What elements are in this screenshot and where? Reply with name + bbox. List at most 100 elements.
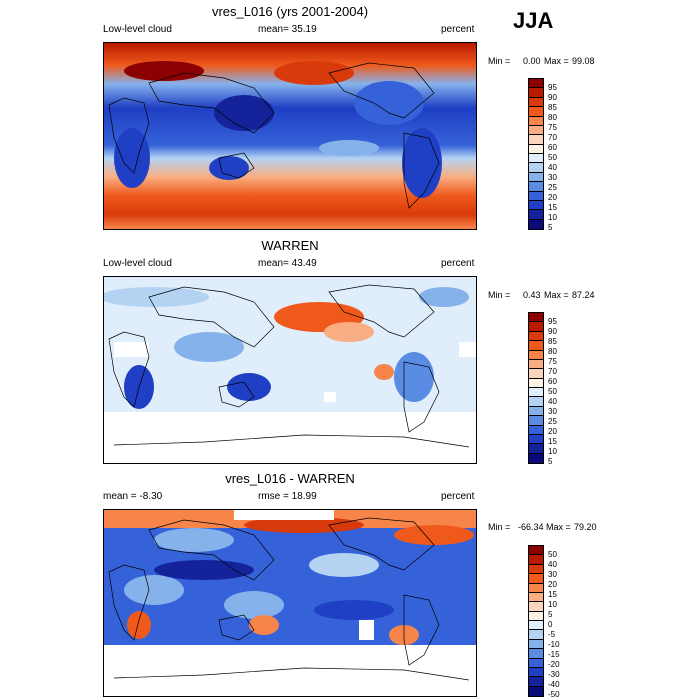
colorbar-swatch: [529, 163, 543, 173]
colorbar-tick-label: 85: [548, 337, 557, 346]
colorbar-tick-label: 85: [548, 103, 557, 112]
colorbar-tick-label: 15: [548, 590, 557, 599]
panel-1-max-label: Max =: [544, 56, 569, 66]
colorbar-tick-label: 30: [548, 407, 557, 416]
colorbar-tick-label: 95: [548, 317, 557, 326]
colorbar-swatch: [529, 331, 543, 342]
colorbar-tick-label: 70: [548, 133, 557, 142]
panel-3-field-blobs: [104, 510, 476, 645]
colorbar-tick-label: 80: [548, 347, 557, 356]
colorbar-swatch: [529, 406, 543, 417]
colorbar-tick-label: 90: [548, 327, 557, 336]
colorbar-swatch: [529, 388, 543, 398]
colorbar-swatch: [529, 350, 543, 360]
colorbar-swatch: [529, 574, 543, 584]
colorbar-tick-label: 40: [548, 397, 557, 406]
colorbar-swatch: [529, 621, 543, 631]
panel-2-center-label: mean= 43.49: [258, 258, 317, 269]
panel-1-coastlines: [108, 62, 440, 209]
colorbar-swatch: [529, 219, 543, 229]
colorbar-tick-label: 70: [548, 367, 557, 376]
colorbar-tick-label: 15: [548, 437, 557, 446]
colorbar-tick-label: 80: [548, 113, 557, 122]
panel-3-left-label: mean = -8.30: [103, 491, 163, 502]
colorbar-tick-label: 30: [548, 570, 557, 579]
colorbar-tick-label: 25: [548, 417, 557, 426]
panel-3-center-label: rmse = 18.99: [258, 491, 317, 502]
colorbar-tick-label: 5: [548, 223, 553, 232]
colorbar-tick-label: -30: [548, 670, 560, 679]
colorbar-swatch: [529, 116, 543, 126]
colorbar-swatch: [529, 444, 543, 454]
colorbar-tick-label: 20: [548, 193, 557, 202]
colorbar-tick-label: 10: [548, 213, 557, 222]
colorbar-tick-label: 75: [548, 123, 557, 132]
colorbar-swatch: [529, 546, 543, 556]
panel-1-colorbar-labels: 95 90 85 80 75 70 60 50 40 30 25 20 15 10 5: [548, 83, 557, 233]
panel-3-min-label: Min =: [488, 522, 511, 532]
colorbar-tick-label: 60: [548, 377, 557, 386]
panel-3-max-label: Max =: [546, 522, 571, 532]
colorbar-swatch: [529, 200, 543, 211]
panel-1-min-label: Min =: [488, 56, 511, 66]
colorbar-swatch: [529, 313, 543, 323]
colorbar-swatch: [529, 322, 543, 332]
panel-3-map: [103, 509, 477, 697]
colorbar-tick-label: 50: [548, 387, 557, 396]
colorbar-tick-label: 5: [548, 610, 553, 619]
panel-2-left-label: Low-level cloud: [103, 258, 172, 269]
colorbar-swatch: [529, 453, 543, 463]
colorbar-swatch: [529, 369, 543, 379]
colorbar-swatch: [529, 677, 543, 687]
colorbar-swatch: [529, 611, 543, 621]
colorbar-swatch: [529, 630, 543, 640]
colorbar-swatch: [529, 154, 543, 164]
colorbar-tick-label: 25: [548, 183, 557, 192]
colorbar-tick-label: 5: [548, 457, 553, 466]
colorbar-tick-label: -20: [548, 660, 560, 669]
colorbar-tick-label: 20: [548, 427, 557, 436]
colorbar-tick-label: 50: [548, 550, 557, 559]
panel-1-right-label: percent: [441, 24, 475, 35]
colorbar-tick-label: -15: [548, 650, 560, 659]
panel-2-min-label: Min =: [488, 290, 511, 300]
colorbar-swatch: [529, 144, 543, 154]
panel-3-min-value: -66.34: [518, 522, 544, 532]
panel-2-field-blobs: [104, 287, 476, 409]
colorbar-tick-label: 50: [548, 153, 557, 162]
panel-1-map: [103, 42, 477, 230]
panel-2-map: [103, 276, 477, 464]
panel-1-left-label: Low-level cloud: [103, 24, 172, 35]
colorbar-swatch: [529, 135, 543, 145]
colorbar-tick-label: -5: [548, 630, 556, 639]
panel-3-colorbar: [528, 545, 544, 697]
colorbar-swatch: [529, 359, 543, 370]
panel-2-title: WARREN: [261, 238, 319, 253]
colorbar-swatch: [529, 341, 543, 351]
colorbar-swatch: [529, 649, 543, 659]
colorbar-tick-label: -50: [548, 690, 560, 699]
colorbar-tick-label: 60: [548, 143, 557, 152]
colorbar-swatch: [529, 639, 543, 650]
colorbar-swatch: [529, 667, 543, 678]
colorbar-tick-label: 0: [548, 620, 553, 629]
panel-1-colorbar: [528, 78, 544, 230]
season-label: JJA: [513, 8, 554, 33]
panel-2-max-label: Max =: [544, 290, 569, 300]
colorbar-tick-label: -10: [548, 640, 560, 649]
colorbar-swatch: [529, 434, 543, 445]
colorbar-swatch: [529, 182, 543, 192]
panel-3-max-value: 79.20: [574, 522, 597, 532]
colorbar-swatch: [529, 191, 543, 201]
panel-1-min-value: 0.00: [523, 56, 541, 66]
panel-2-min-value: 0.43: [523, 290, 541, 300]
colorbar-swatch: [529, 210, 543, 220]
panel-2-max-value: 87.24: [572, 290, 595, 300]
panel-3-colorbar-labels: 50 40 30 20 15 10 5 0 -5 -10 -15 -20 -30 -40 -50: [548, 550, 560, 700]
colorbar-tick-label: 15: [548, 203, 557, 212]
colorbar-tick-label: 90: [548, 93, 557, 102]
colorbar-swatch: [529, 564, 543, 575]
colorbar-swatch: [529, 107, 543, 117]
colorbar-tick-label: 20: [548, 580, 557, 589]
colorbar-swatch: [529, 592, 543, 603]
